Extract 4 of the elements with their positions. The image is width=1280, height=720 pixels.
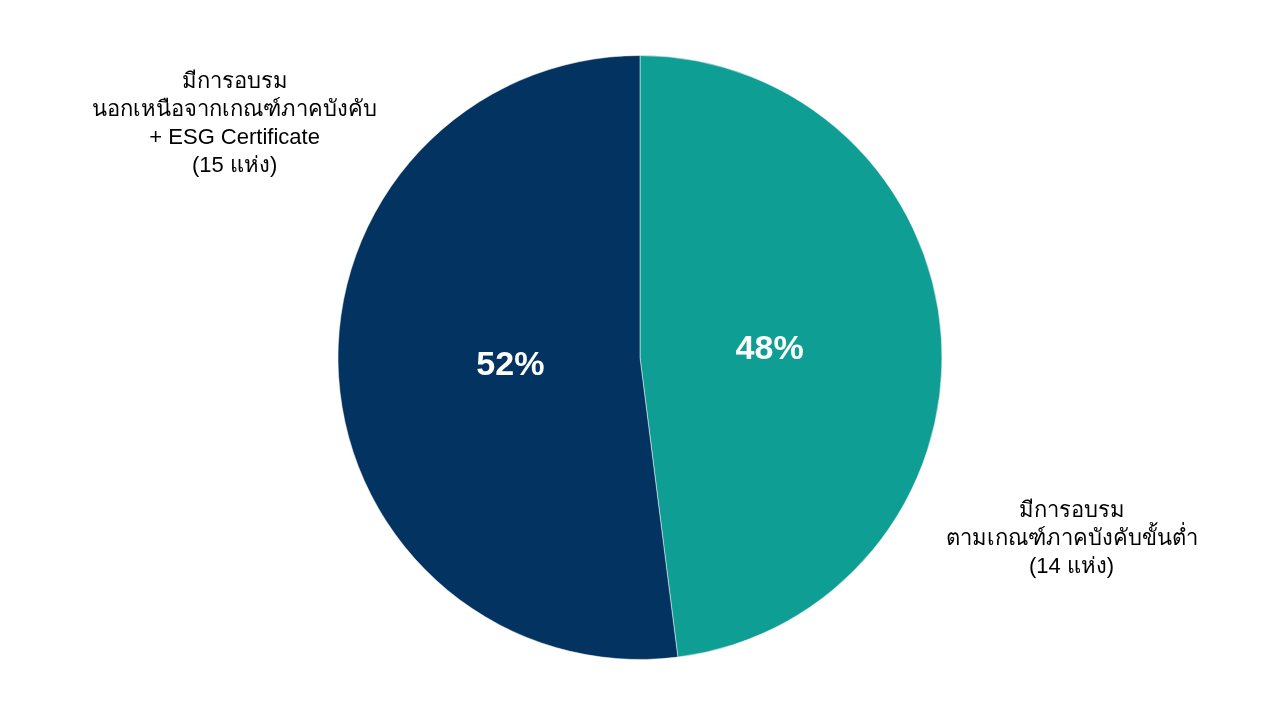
slice-label: มีการอบรม ตามเกณฑ์ภาคบังคับขั้นต่ำ (14 แห่ง) [945, 496, 1198, 578]
data-label: 52% [476, 344, 545, 383]
data-label: 48% [735, 327, 804, 366]
slice-label: มีการอบรม นอกเหนือจากเกณฑ์ภาคบังคับ + ESG Certificate (15 แห่ง) [92, 67, 378, 177]
